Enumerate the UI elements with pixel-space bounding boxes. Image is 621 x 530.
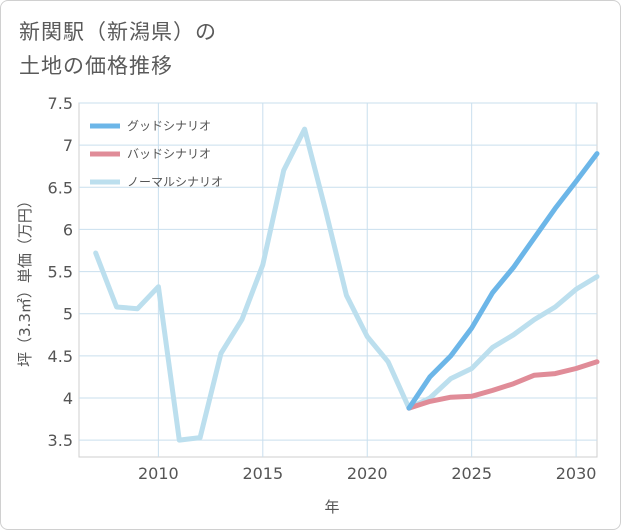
- x-tick-label: 2025: [451, 464, 492, 483]
- series-line-3: [93, 126, 600, 443]
- y-tick-label: 3.5: [48, 431, 73, 450]
- legend-label: グッドシナリオ: [127, 119, 211, 133]
- x-tick-label: 2015: [242, 464, 283, 483]
- chart-title-line1: 新関駅（新潟県）の: [19, 20, 217, 44]
- y-tick-label: 5.5: [48, 263, 73, 282]
- legend-label: バッドシナリオ: [127, 147, 211, 161]
- series-line-2: [406, 359, 600, 411]
- x-tick-label: 2010: [138, 464, 179, 483]
- y-tick-label: 4.5: [48, 347, 73, 366]
- series-line-1: [406, 151, 600, 411]
- y-tick-label: 7: [63, 136, 73, 155]
- legend-label: ノーマルシナリオ: [127, 175, 223, 189]
- y-tick-label: 6.5: [48, 178, 73, 197]
- x-tick-label: 2030: [556, 464, 597, 483]
- y-tick-label: 4: [63, 389, 73, 408]
- chart-title: 新関駅（新潟県）の 土地の価格推移: [19, 15, 217, 83]
- y-tick-label: 5: [63, 305, 73, 324]
- x-axis-label: 年: [324, 498, 339, 516]
- y-tick-label: 6: [63, 220, 73, 239]
- x-tick-label: 2020: [347, 464, 388, 483]
- y-tick-label: 7.5: [48, 94, 73, 113]
- chart-title-line2: 土地の価格推移: [19, 54, 173, 78]
- y-axis-label: 坪（3.3㎡）単価（万円）: [16, 193, 34, 367]
